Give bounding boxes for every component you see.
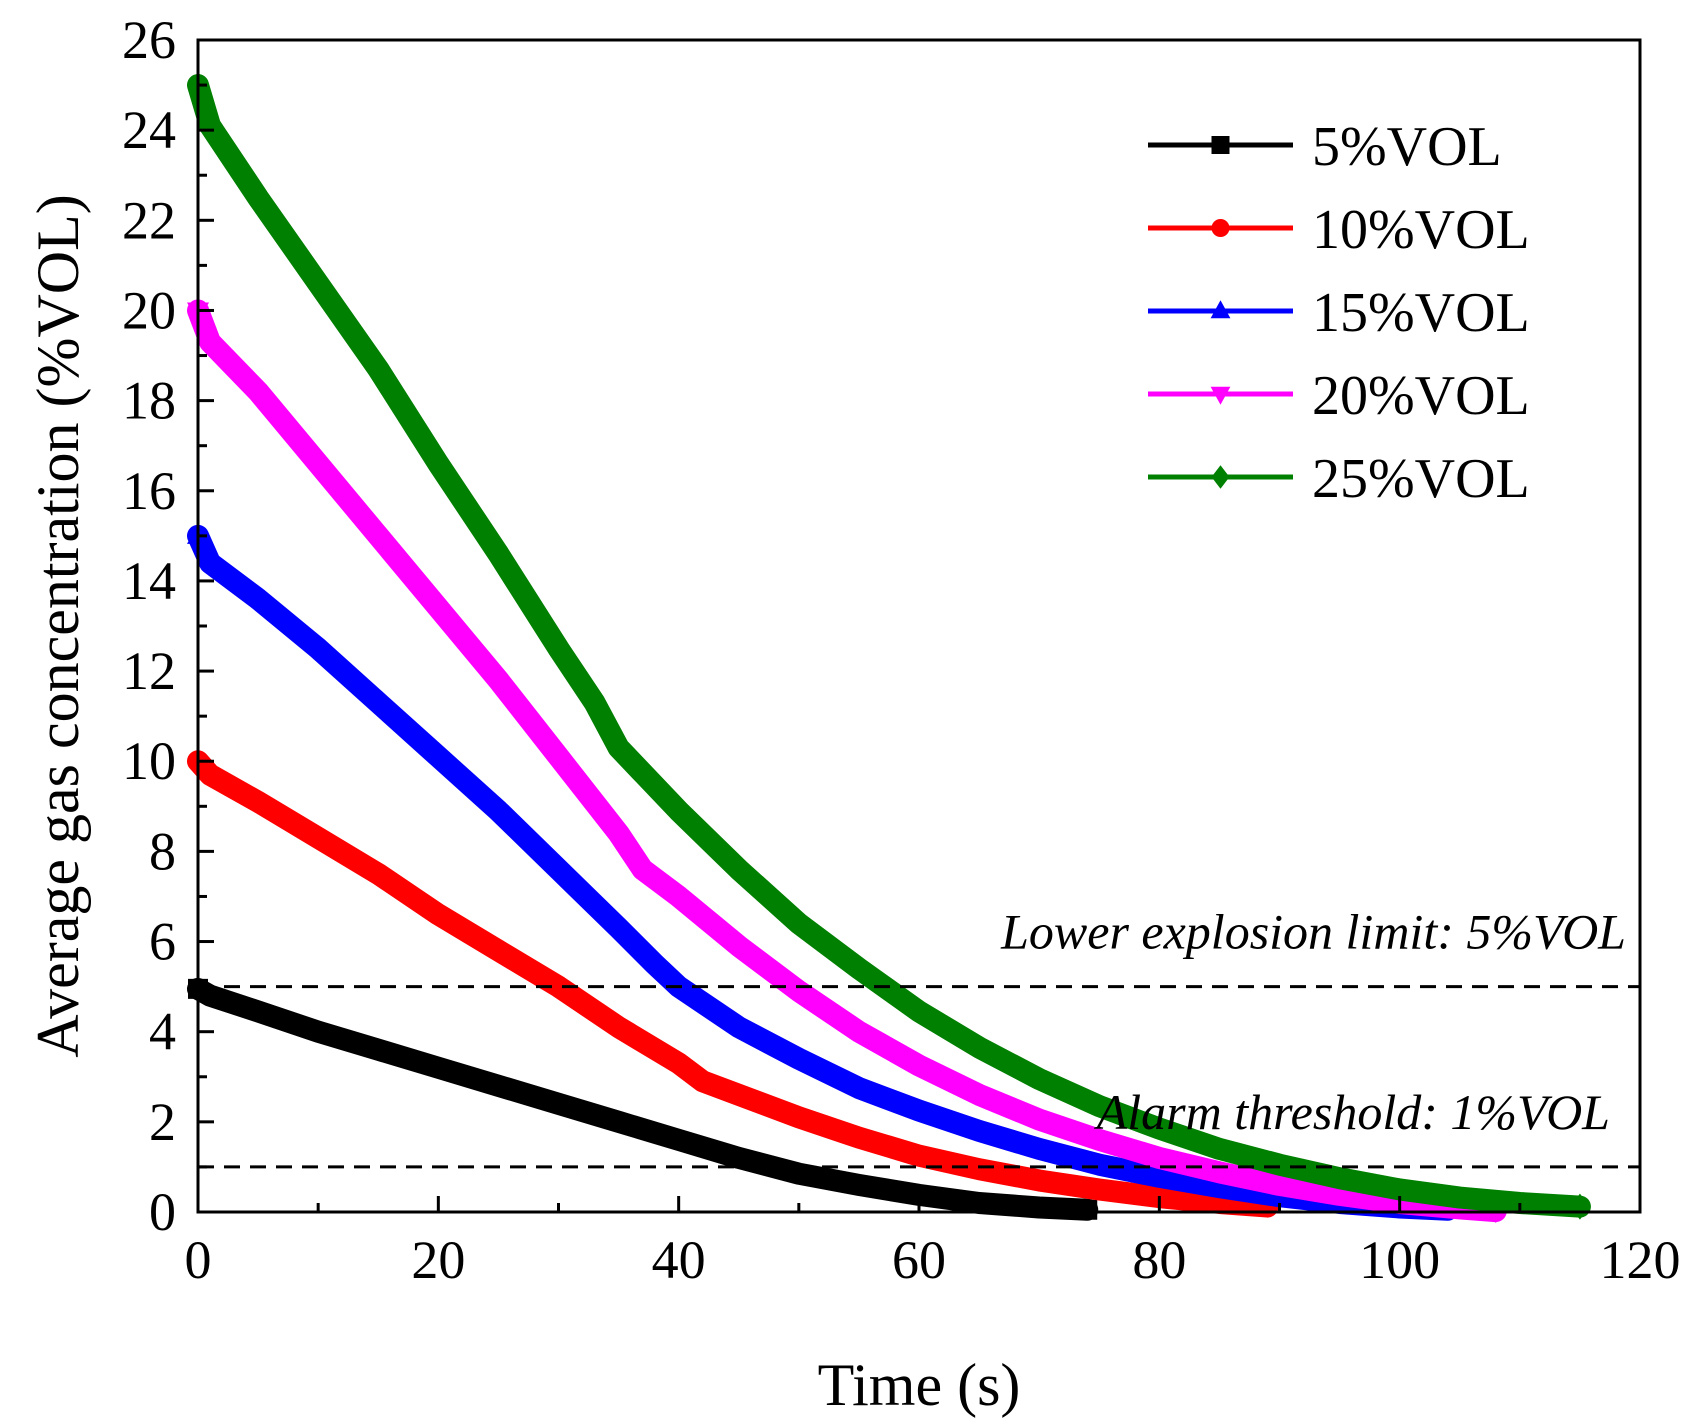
y-tick-label: 4 (149, 1002, 176, 1062)
data-point (1211, 136, 1230, 154)
legend-item: 15%VOL (1148, 282, 1530, 344)
legend-label: 10%VOL (1312, 199, 1530, 261)
x-tick-label: 100 (1359, 1230, 1440, 1290)
y-tick-label: 0 (149, 1182, 176, 1242)
data-point (1211, 219, 1230, 237)
legend-item: 5%VOL (1148, 116, 1502, 178)
legend-item: 25%VOL (1148, 448, 1530, 510)
y-tick-label: 8 (149, 821, 176, 881)
y-axis-title: Average gas concentration (%VOL) (25, 194, 91, 1058)
reference-lines: Lower explosion limit: 5%VOL Alarm thresh… (198, 904, 1640, 1169)
x-tick-label: 120 (1600, 1230, 1681, 1290)
series-5%VOL (187, 977, 1099, 1221)
legend-label: 15%VOL (1312, 282, 1530, 344)
y-tick-label: 18 (122, 371, 176, 431)
x-tick-label: 60 (892, 1230, 946, 1290)
y-tick-label: 24 (122, 100, 176, 160)
data-point (1210, 300, 1231, 319)
series-line (187, 750, 1279, 1218)
series-line (187, 524, 1459, 1221)
x-tick-label: 20 (411, 1230, 465, 1290)
y-tick-label: 6 (149, 912, 176, 972)
reference-label: Lower explosion limit: 5%VOL (1000, 904, 1626, 960)
data-point (1077, 1199, 1098, 1220)
data-point (1210, 386, 1231, 405)
legend-label: 5%VOL (1312, 116, 1502, 178)
x-tick-label: 40 (652, 1230, 706, 1290)
y-tick-label: 26 (122, 10, 176, 70)
y-tick-label: 14 (122, 551, 176, 611)
series-line (187, 299, 1507, 1223)
series-layer (187, 72, 1591, 1224)
reference-label: Alarm threshold: 1%VOL (1094, 1084, 1610, 1140)
x-tick-label: 80 (1132, 1230, 1186, 1290)
legend-label: 25%VOL (1312, 448, 1530, 510)
y-tick-label: 20 (122, 280, 176, 340)
data-point (1211, 465, 1230, 489)
y-tick-label: 22 (122, 190, 176, 250)
series-line (187, 977, 1099, 1221)
y-tick-label: 10 (122, 731, 176, 791)
x-axis: 0 20 40 60 80 100 120 (185, 1196, 1681, 1290)
legend-item: 20%VOL (1148, 365, 1530, 427)
x-tick-label: 0 (185, 1230, 212, 1290)
y-tick-label: 16 (122, 461, 176, 521)
y-tick-label: 2 (149, 1092, 176, 1152)
legend: 5%VOL 10%VOL 15%VOL 20%VOL 25%VOL (1148, 116, 1530, 510)
legend-label: 20%VOL (1312, 365, 1530, 427)
x-axis-title: Time (s) (818, 1352, 1021, 1418)
y-tick-label: 12 (122, 641, 176, 701)
legend-item: 10%VOL (1148, 199, 1530, 261)
series-line (187, 74, 1591, 1218)
